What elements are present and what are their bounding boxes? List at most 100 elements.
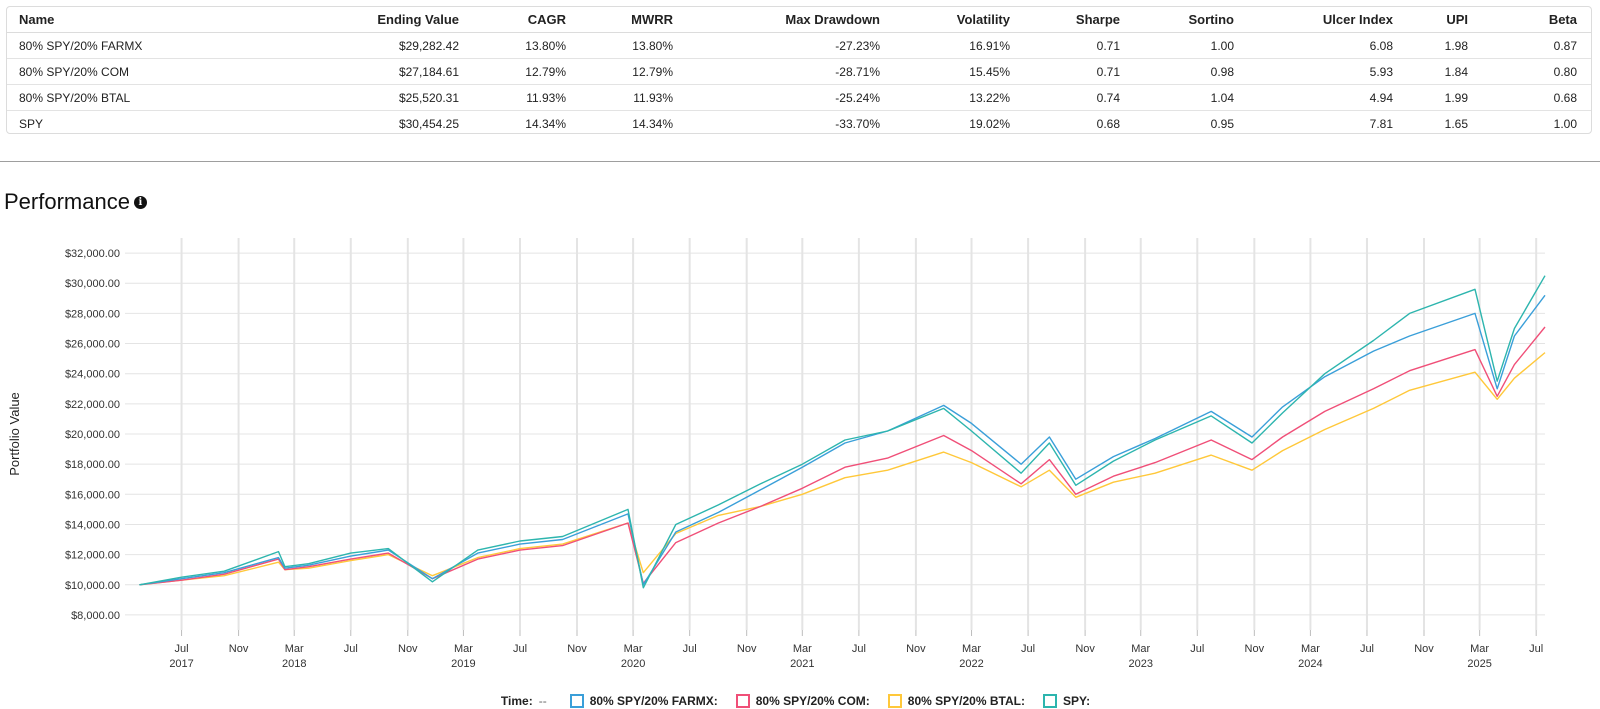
column-header[interactable]: Beta: [1484, 7, 1591, 33]
column-header[interactable]: Max Drawdown: [689, 7, 896, 33]
table-cell: 11.93%: [582, 84, 689, 111]
table-cell: -33.70%: [835, 116, 880, 131]
chart-lines: [139, 275, 1546, 589]
table-row: 80% SPY/20% FARMX $29,282.42 13.80% 13.80% -…: [7, 32, 1591, 59]
table-row: SPY $30,454.25 14.34% 14.34% -33.70% 19.02% 0.…: [7, 111, 1591, 134]
table-cell: 4.94: [1250, 84, 1409, 111]
table-cell: 11.93%: [475, 84, 582, 111]
table-cell: $25,520.31: [257, 84, 475, 111]
table-cell: 80% SPY/20% BTAL: [7, 84, 257, 111]
column-header[interactable]: UPI: [1409, 7, 1484, 33]
y-tick-label: $18,000.00: [65, 459, 120, 471]
x-tick-label: Nov: [906, 643, 926, 655]
table-cell: 14.34%: [632, 116, 673, 131]
table-cell: -28.71%: [689, 58, 896, 85]
legend-item[interactable]: 80% SPY/20% FARMX:: [569, 693, 718, 708]
stats-table-container: Name Ending Value CAGR MWRR Max Drawdown Vola…: [6, 6, 1592, 134]
legend-item[interactable]: 80% SPY/20% BTAL:: [887, 693, 1025, 708]
column-header[interactable]: Sortino: [1136, 7, 1250, 33]
legend-item[interactable]: SPY:: [1042, 693, 1091, 708]
table-cell: 16.91%: [896, 32, 1026, 59]
x-year-label: 2022: [959, 658, 983, 670]
table-cell: 1.00: [1136, 32, 1250, 59]
table-cell: 13.22%: [896, 84, 1026, 111]
table-cell: 19.02%: [969, 116, 1010, 131]
table-cell: 0.71: [1026, 58, 1136, 85]
legend-label: 80% SPY/20% COM:: [755, 693, 870, 708]
y-tick-label: $30,000.00: [65, 278, 120, 290]
x-tick-label: Mar: [624, 643, 643, 655]
x-tick-label: Jul: [1021, 643, 1035, 655]
table-cell: 12.79%: [582, 58, 689, 85]
series-line: [139, 294, 1546, 586]
y-tick-label: $12,000.00: [65, 550, 120, 562]
column-header[interactable]: Ulcer Index: [1250, 7, 1409, 33]
column-header[interactable]: CAGR: [475, 7, 582, 33]
table-cell: -25.24%: [689, 84, 896, 111]
table-cell: 0.71: [1026, 32, 1136, 59]
performance-heading: Performance i: [4, 189, 147, 215]
performance-chart[interactable]: $8,000.00 $10,000.00 $12,000.00 $14,000.00 $…: [0, 230, 1600, 692]
x-tick-label: Nov: [1245, 643, 1265, 655]
x-tick-label: Mar: [793, 643, 812, 655]
x-tick-label: Mar: [1301, 643, 1320, 655]
stats-body: 80% SPY/20% FARMX $29,282.42 13.80% 13.80% -…: [7, 32, 1591, 134]
legend-swatch-icon: [1042, 693, 1057, 708]
table-row: 80% SPY/20% COM $27,184.61 12.79% 12.79% -28…: [7, 58, 1591, 85]
x-year-label: 2017: [169, 658, 193, 670]
chart-grid: [125, 238, 1545, 630]
table-cell: 12.79%: [475, 58, 582, 85]
legend-item[interactable]: 80% SPY/20% COM:: [735, 693, 870, 708]
legend-label: 80% SPY/20% BTAL:: [907, 693, 1025, 708]
column-header[interactable]: MWRR: [582, 7, 689, 33]
y-tick-label: $10,000.00: [65, 580, 120, 592]
legend-items: 80% SPY/20% FARMX: 80% SPY/20% COM: 80% SP…: [561, 693, 1099, 708]
table-cell: 1.99: [1409, 84, 1484, 111]
x-tick-label: Nov: [737, 643, 757, 655]
legend-label: SPY:: [1062, 693, 1091, 708]
column-header[interactable]: Ending Value: [257, 7, 475, 33]
column-header[interactable]: Volatility: [896, 7, 1026, 33]
x-tick-label: Jul: [1190, 643, 1204, 655]
table-cell: 1.65: [1444, 116, 1468, 131]
series-line: [139, 275, 1546, 589]
table-cell: 13.80%: [582, 32, 689, 59]
table-cell: 6.08: [1250, 32, 1409, 59]
x-tick-label: Mar: [454, 643, 473, 655]
y-axis-label: Portfolio Value: [7, 392, 22, 476]
table-cell: 80% SPY/20% COM: [7, 58, 257, 85]
table-cell: 0.68: [1484, 84, 1591, 111]
x-tick-label: Nov: [229, 643, 249, 655]
table-cell: 0.74: [1026, 84, 1136, 111]
legend-label: 80% SPY/20% FARMX:: [589, 693, 718, 708]
table-cell: 0.95: [1210, 116, 1234, 131]
series-line: [139, 326, 1546, 586]
info-icon[interactable]: i: [133, 195, 147, 209]
x-year-label: 2023: [1129, 658, 1153, 670]
table-cell: 80% SPY/20% FARMX: [7, 32, 257, 59]
table-cell: 13.80%: [475, 32, 582, 59]
y-axis: $8,000.00 $10,000.00 $12,000.00 $14,000.00 $…: [65, 248, 120, 622]
x-tick-label: Nov: [398, 643, 418, 655]
y-tick-label: $32,000.00: [65, 248, 120, 260]
y-tick-label: $14,000.00: [65, 519, 120, 531]
y-tick-label: $28,000.00: [65, 308, 120, 320]
stats-header-row: Name Ending Value CAGR MWRR Max Drawdown Vola…: [7, 7, 1591, 33]
performance-title: Performance: [4, 189, 130, 214]
stats-table: Name Ending Value CAGR MWRR Max Drawdown Vola…: [7, 7, 1591, 134]
table-cell: 0.87: [1484, 32, 1591, 59]
column-header[interactable]: Name: [7, 7, 257, 33]
y-tick-label: $24,000.00: [65, 369, 120, 381]
y-tick-label: $26,000.00: [65, 339, 120, 351]
y-tick-label: $8,000.00: [71, 610, 120, 622]
table-cell: 1.98: [1409, 32, 1484, 59]
column-header[interactable]: Sharpe: [1026, 7, 1136, 33]
series-line: [139, 352, 1546, 586]
table-cell: 0.68: [1096, 116, 1120, 131]
x-tick-label: Mar: [962, 643, 981, 655]
x-year-label: 2018: [282, 658, 306, 670]
table-cell: -27.23%: [689, 32, 896, 59]
y-tick-label: $22,000.00: [65, 399, 120, 411]
chart-legend: Time: -- 80% SPY/20% FARMX: 80% SPY/20% CO…: [0, 692, 1600, 709]
legend-swatch-icon: [735, 693, 750, 708]
